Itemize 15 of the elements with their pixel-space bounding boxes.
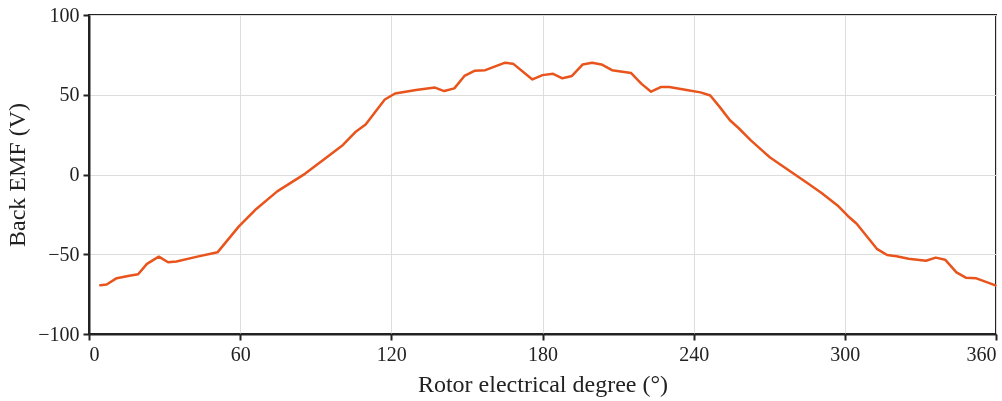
y-tick-label: −50 xyxy=(48,242,80,265)
y-tick-label: −100 xyxy=(38,322,80,345)
line-series xyxy=(99,61,997,287)
x-tick-label: 300 xyxy=(830,342,861,365)
y-tick-label: 0 xyxy=(69,163,80,185)
y-tick-label: 50 xyxy=(59,83,80,106)
x-tick-label: 0 xyxy=(89,342,100,365)
y-tick-label: 100 xyxy=(49,3,80,26)
x-tick-label: 60 xyxy=(230,342,251,365)
x-tick-label: 360 xyxy=(966,342,997,365)
x-tick-label: 120 xyxy=(376,342,407,365)
x-tick-label: 180 xyxy=(528,342,558,365)
y-axis-title: Back EMF (V) xyxy=(4,103,31,247)
x-axis-title: Rotor electrical degree (°) xyxy=(417,370,669,397)
x-tick-label: 240 xyxy=(679,342,710,365)
